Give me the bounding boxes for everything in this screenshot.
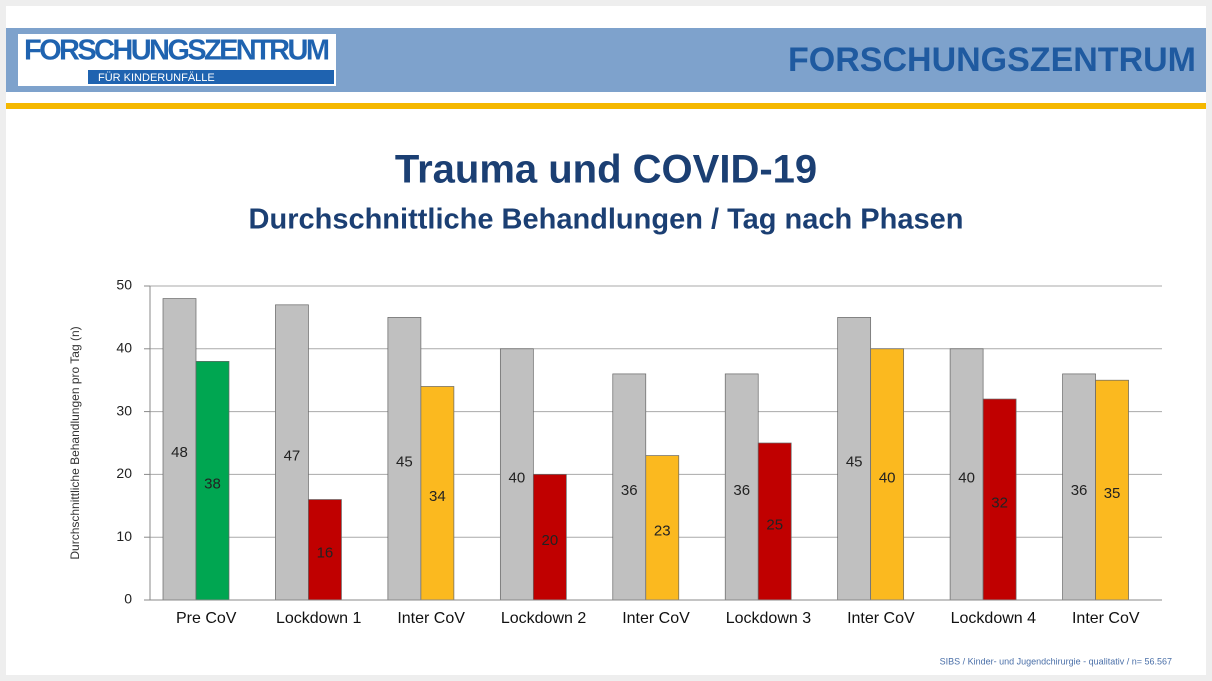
source-note: SIBS / Kinder- und Jugendchirurgie - qua…: [940, 656, 1172, 666]
chart-title: Trauma und COVID-19: [395, 148, 817, 192]
header-title: FORSCHUNGSZENTRUM: [788, 41, 1196, 79]
data-label: 23: [654, 523, 671, 540]
bar: [532, 474, 567, 601]
y-tick-label: 30: [116, 402, 132, 418]
data-label: 48: [171, 444, 188, 461]
data-label: 32: [991, 494, 1008, 511]
data-label: 36: [621, 482, 638, 499]
x-tick-label: Lockdown 2: [501, 610, 586, 627]
x-tick-label: Pre CoV: [176, 610, 237, 627]
data-label: 36: [1071, 482, 1088, 499]
y-tick-label: 50: [116, 277, 132, 293]
data-label: 45: [846, 454, 863, 471]
data-label: 40: [508, 469, 525, 486]
bar: [308, 499, 342, 601]
x-tick-label: Inter CoV: [1072, 610, 1140, 627]
header-rule: [6, 103, 1206, 109]
bar: [724, 373, 759, 601]
data-label: 20: [541, 532, 558, 549]
data-label: 35: [1104, 485, 1121, 502]
bar: [949, 348, 984, 601]
x-tick-label: Lockdown 4: [951, 610, 1036, 627]
data-label: 16: [317, 545, 334, 562]
y-tick-label: 0: [124, 591, 132, 607]
data-label: 38: [204, 476, 221, 493]
bar: [612, 373, 647, 601]
y-tick-label: 40: [116, 340, 132, 356]
bar: [870, 348, 905, 601]
y-tick-label: 10: [116, 528, 132, 544]
logo-subtitle: FÜR KINDERUNFÄLLE: [98, 72, 215, 84]
x-tick-label: Lockdown 1: [276, 610, 361, 627]
bar: [420, 386, 455, 601]
bar: [982, 398, 1017, 601]
bar: [645, 455, 680, 601]
logo-subtitle-band: [88, 70, 334, 84]
data-label: 40: [958, 469, 975, 486]
data-label: 25: [766, 516, 783, 533]
bar: [837, 317, 872, 601]
bar: [195, 361, 230, 601]
x-tick-label: Inter CoV: [622, 610, 690, 627]
data-label: 34: [429, 488, 446, 505]
bar: [757, 442, 792, 601]
logo-title: FORSCHUNGSZENTRUM: [24, 35, 330, 67]
bar: [1062, 373, 1096, 601]
bar: [387, 317, 422, 601]
x-tick-label: Lockdown 3: [726, 610, 811, 627]
x-tick-label: Inter CoV: [847, 610, 915, 627]
x-tick-label: Inter CoV: [397, 610, 465, 627]
bar: [275, 304, 309, 601]
data-label: 47: [284, 447, 301, 464]
bar: [162, 298, 197, 601]
chart-subtitle: Durchschnittliche Behandlungen / Tag nac…: [249, 204, 964, 236]
data-label: 36: [733, 482, 750, 499]
data-label: 45: [396, 454, 413, 471]
data-label: 40: [879, 469, 896, 486]
y-axis-label: Durchschnittliche Behandlungen pro Tag (…: [68, 326, 82, 559]
y-tick-label: 20: [116, 465, 132, 481]
